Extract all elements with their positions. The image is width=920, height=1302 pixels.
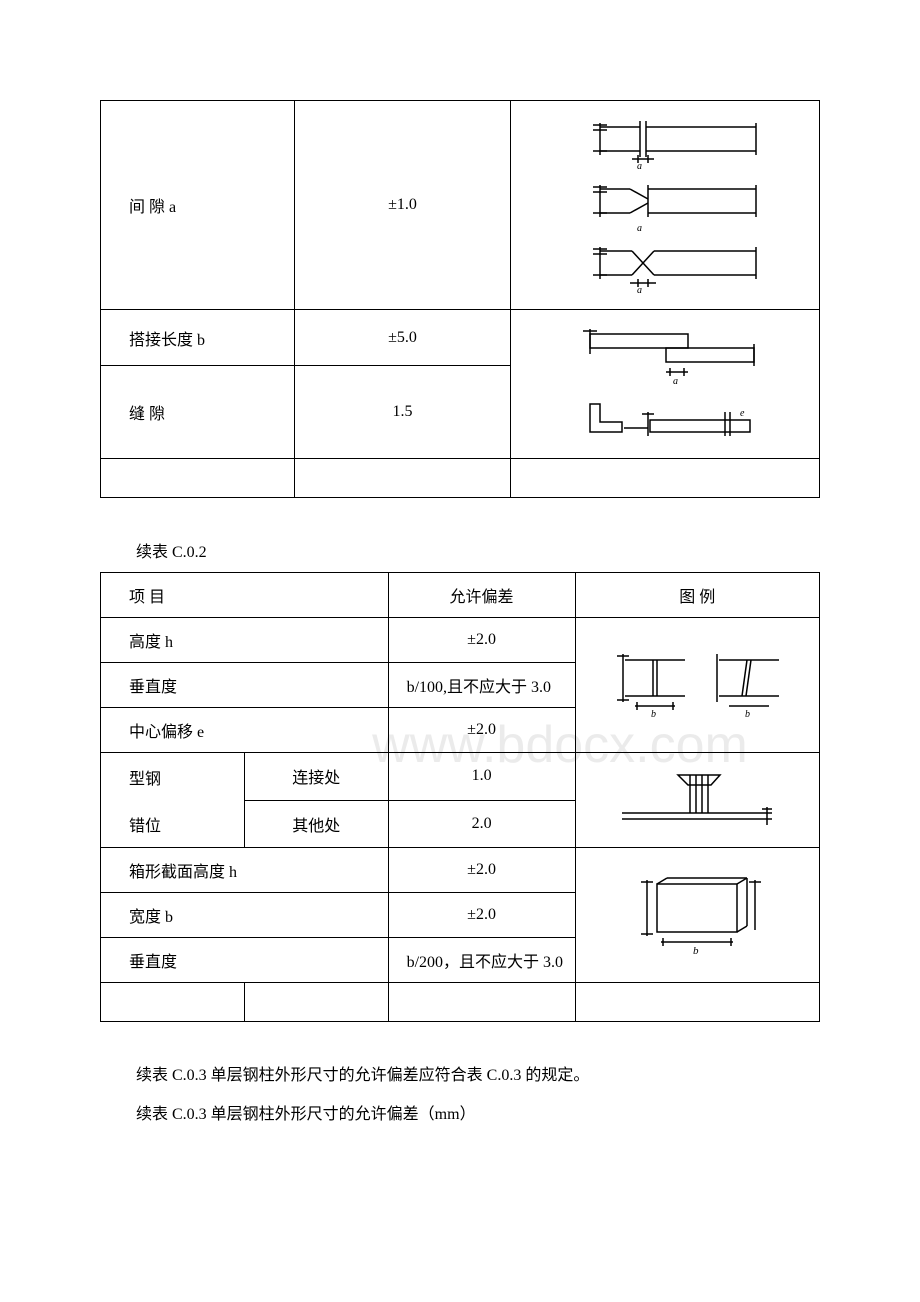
header-item: 项 目 bbox=[101, 573, 389, 618]
cell-item: 箱形截面高度 h bbox=[101, 848, 389, 893]
empty-cell bbox=[244, 983, 388, 1022]
empty-cell bbox=[101, 983, 245, 1022]
header-diagram: 图 例 bbox=[575, 573, 819, 618]
cell-tol: b/100,且不应大于 3.0 bbox=[388, 663, 575, 708]
cell-tol: ±1.0 bbox=[295, 101, 511, 310]
box-diagram-icon: b bbox=[617, 870, 777, 960]
paragraph-c03-title: 续表 C.0.3 单层钢柱外形尺寸的允许偏差（mm） bbox=[136, 1101, 820, 1130]
cell-sub: 其他处 bbox=[244, 800, 388, 848]
cell-diagram: b bbox=[575, 848, 819, 983]
empty-cell bbox=[510, 459, 819, 498]
gap-diagram-icon: a a bbox=[570, 115, 760, 295]
page: www.bdocx.com 间 隙 a ±1.0 a bbox=[100, 100, 820, 1130]
table-row: 搭接长度 b ±5.0 a bbox=[101, 310, 820, 366]
table-row bbox=[101, 983, 820, 1022]
cell-tol: ±2.0 bbox=[388, 848, 575, 893]
svg-text:a: a bbox=[673, 376, 678, 387]
empty-cell bbox=[101, 459, 295, 498]
table-row: 箱形截面高度 h ±2.0 b bbox=[101, 848, 820, 893]
cell-tol: ±2.0 bbox=[388, 708, 575, 753]
cell-diagram: a e bbox=[510, 310, 819, 459]
cell-tol: ±5.0 bbox=[295, 310, 511, 366]
table-tolerances: 项 目 允许偏差 图 例 高度 h ±2.0 b bbox=[100, 572, 820, 1022]
cell-tol: 1.0 bbox=[388, 753, 575, 801]
table-row: 型钢 连接处 1.0 bbox=[101, 753, 820, 801]
lap-diagram-icon: a e bbox=[570, 324, 760, 444]
cell-item: 缝 隙 bbox=[101, 366, 295, 459]
cell-item: 中心偏移 e bbox=[101, 708, 389, 753]
cell-item: 垂直度 bbox=[101, 663, 389, 708]
cell-item: 间 隙 a bbox=[101, 101, 295, 310]
svg-text:b: b bbox=[745, 709, 750, 720]
empty-cell bbox=[575, 983, 819, 1022]
cell-tol: 2.0 bbox=[388, 800, 575, 848]
empty-cell bbox=[295, 459, 511, 498]
cell-diagram bbox=[575, 753, 819, 848]
svg-text:e: e bbox=[740, 408, 745, 419]
paragraph-c03-desc: 续表 C.0.3 单层钢柱外形尺寸的允许偏差应符合表 C.0.3 的规定。 bbox=[136, 1062, 820, 1091]
svg-text:b: b bbox=[693, 945, 699, 957]
cell-tol: 1.5 bbox=[295, 366, 511, 459]
hbeam-diagram-icon: b b bbox=[607, 650, 787, 720]
cell-tol: ±2.0 bbox=[388, 893, 575, 938]
table-row: 高度 h ±2.0 b bbox=[101, 618, 820, 663]
cell-tol: ±2.0 bbox=[388, 618, 575, 663]
svg-text:a: a bbox=[637, 223, 642, 234]
cell-item: 搭接长度 b bbox=[101, 310, 295, 366]
offset-diagram-icon bbox=[612, 767, 782, 833]
table2-caption: 续表 C.0.2 bbox=[136, 538, 820, 562]
cell-sub: 连接处 bbox=[244, 753, 388, 801]
table-gaps: 间 隙 a ±1.0 a bbox=[100, 100, 820, 498]
table-row: 间 隙 a ±1.0 a bbox=[101, 101, 820, 310]
cell-item: 型钢 bbox=[101, 753, 245, 801]
cell-item: 垂直度 bbox=[101, 938, 389, 983]
empty-cell bbox=[388, 983, 575, 1022]
table-row bbox=[101, 459, 820, 498]
table-header-row: 项 目 允许偏差 图 例 bbox=[101, 573, 820, 618]
cell-item: 错位 bbox=[101, 800, 245, 848]
cell-diagram: a a bbox=[510, 101, 819, 310]
header-tol: 允许偏差 bbox=[388, 573, 575, 618]
cell-item: 高度 h bbox=[101, 618, 389, 663]
cell-tol: b/200，且不应大于 3.0 bbox=[388, 938, 575, 983]
cell-item: 宽度 b bbox=[101, 893, 389, 938]
svg-text:b: b bbox=[651, 709, 656, 720]
cell-diagram: b b bbox=[575, 618, 819, 753]
